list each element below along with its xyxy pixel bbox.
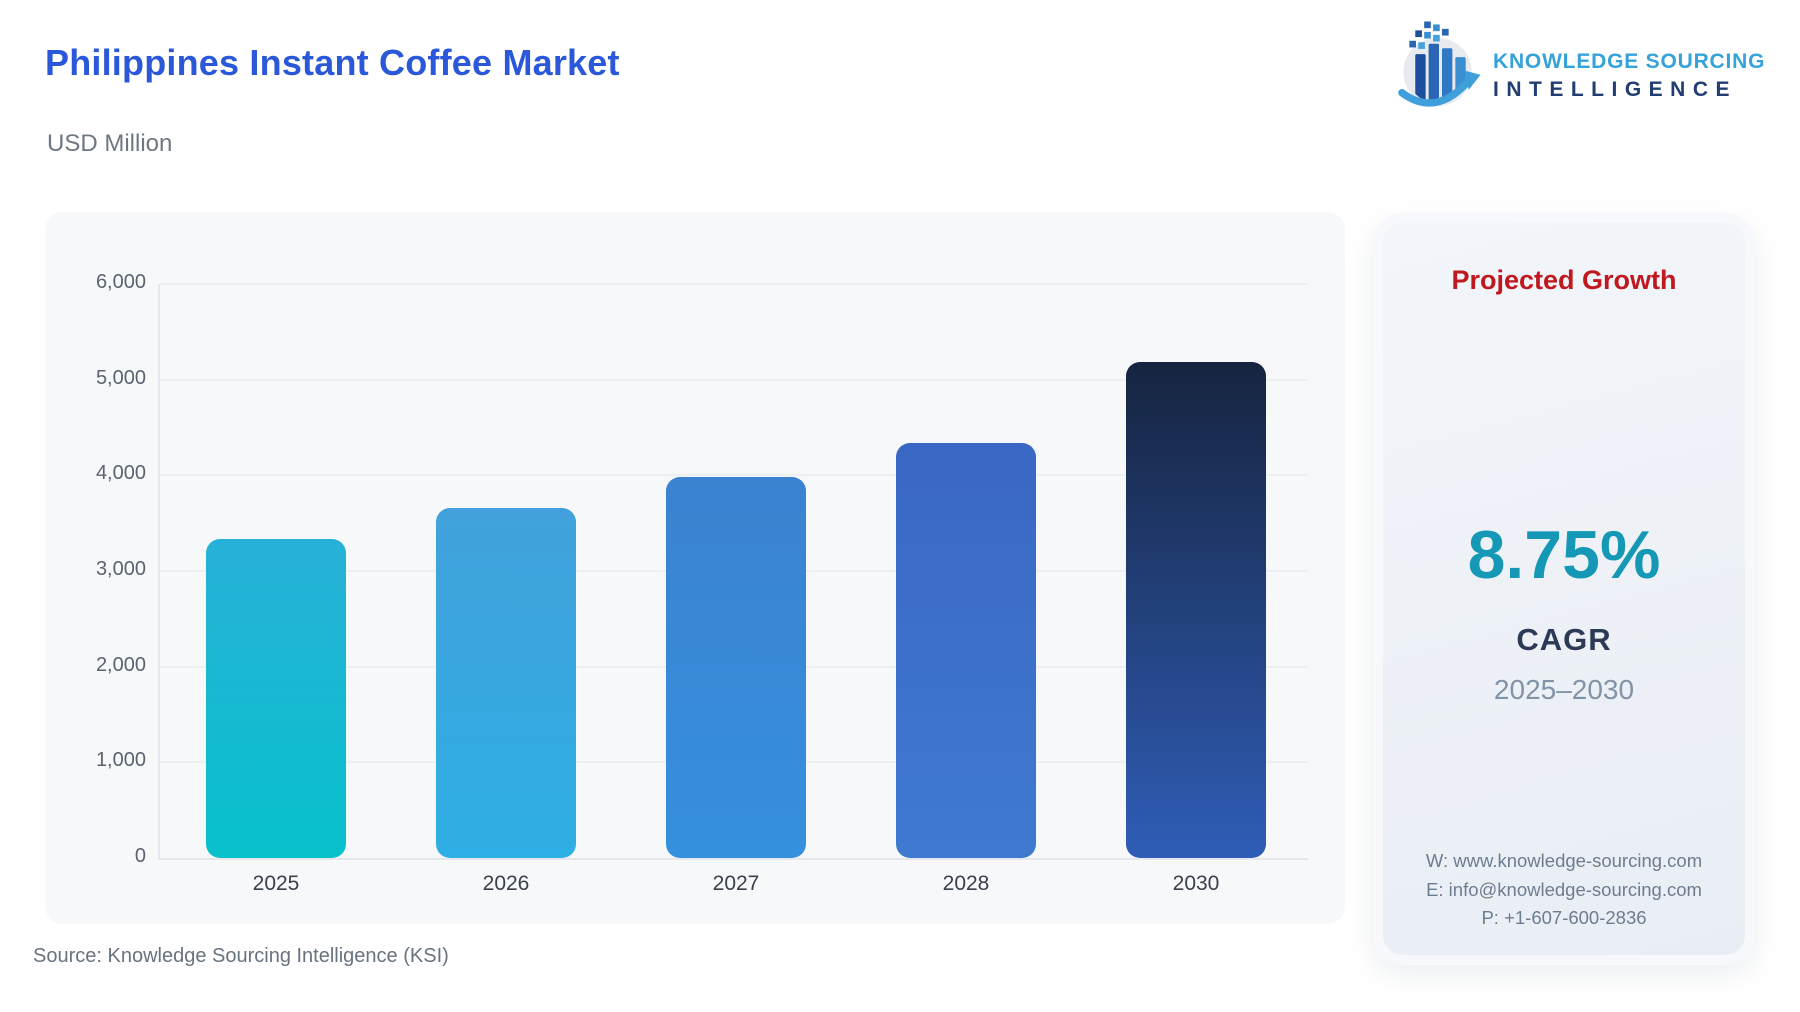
bar-2028	[896, 442, 1036, 858]
projected-growth-card: Projected Growth 8.75% CAGR 2025–2030 W:…	[1373, 213, 1755, 965]
brand-name-line2: INTELLIGENCE	[1493, 78, 1738, 101]
contact-email: E: info@knowledge-sourcing.com	[1426, 878, 1702, 900]
y-tick-label-1,000: 1,000	[95, 749, 146, 772]
bar-2030	[1126, 362, 1266, 858]
bar-2025	[206, 539, 346, 858]
unit-label: USD Million	[47, 130, 173, 157]
x-tick-label-2025: 2025	[252, 872, 300, 895]
arrow-swoosh	[1398, 77, 1473, 107]
y-tick-label-6,000: 6,000	[95, 271, 146, 293]
bar-2027	[666, 477, 806, 858]
x-tick-label-2027: 2027	[712, 872, 760, 895]
contact-block: W: www.knowledge-sourcing.com E: info@kn…	[1426, 847, 1702, 933]
brand-logo-globe-chart-icon	[1398, 21, 1481, 107]
contact-website: W: www.knowledge-sourcing.com	[1425, 849, 1703, 871]
y-tick-label-5,000: 5,000	[95, 366, 146, 389]
y-tick-label-0: 0	[134, 845, 146, 867]
y-tick-label-4,000: 4,000	[95, 462, 146, 485]
x-tick-label-2026: 2026	[482, 872, 530, 895]
pixel-squares	[1409, 21, 1449, 49]
arrow-head	[1464, 70, 1481, 90]
brand-logo: KNOWLEDGE SOURCING INTELLIGENCE	[1393, 18, 1764, 118]
gridline-6,000	[160, 283, 1308, 285]
cagr-period: 2025–2030	[1493, 674, 1635, 705]
x-tick-label-2028: 2028	[942, 872, 990, 895]
cagr-label: CAGR	[1516, 622, 1612, 657]
bar-2026	[436, 507, 576, 858]
brand-name-line1: KNOWLEDGE SOURCING	[1493, 50, 1766, 73]
card-title: Projected Growth	[1451, 265, 1677, 295]
x-tick-label-2030: 2030	[1172, 872, 1220, 895]
gridline-4,000	[160, 474, 1308, 477]
gridline-5,000	[160, 378, 1308, 381]
cagr-value: 8.75%	[1467, 517, 1661, 593]
page-title: Philippines Instant Coffee Market	[45, 42, 620, 83]
plot-area: 0 1,000 2,000 3,000 4,000 5,000 6,000 2025 2026 2…	[96, 271, 1308, 895]
y-tick-label-2,000: 2,000	[95, 653, 146, 676]
brand-name: KNOWLEDGE SOURCING INTELLIGENCE	[1493, 50, 1765, 102]
source-note: Source: Knowledge Sourcing Intelligence …	[33, 945, 449, 967]
y-tick-label-3,000: 3,000	[95, 558, 146, 580]
contact-phone: P: +1-607-600-2836	[1481, 907, 1647, 929]
